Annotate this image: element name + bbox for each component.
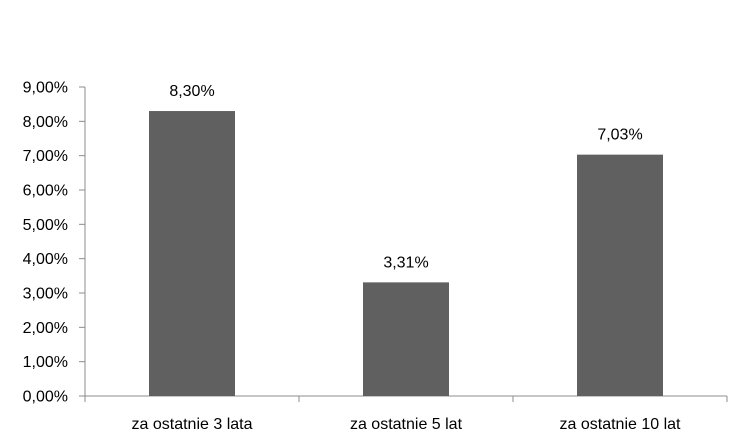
y-tick-label: 3,00%	[23, 286, 68, 303]
y-tick-label: 6,00%	[23, 183, 68, 200]
x-axis: za ostatnie 3 lata za ostatnie 5 lat za os…	[84, 395, 728, 433]
y-tick-label: 0,00%	[23, 389, 68, 406]
y-axis: 0,00% 1,00% 2,00% 3,00% 4,00% 5,00% 6,00% 7,00%…	[23, 80, 86, 406]
bar	[363, 282, 449, 396]
y-tick-label: 7,00%	[23, 148, 68, 165]
x-category-label: za ostatnie 3 lata	[132, 416, 253, 433]
bar	[577, 154, 663, 396]
x-category-label: za ostatnie 10 lat	[560, 416, 682, 433]
data-labels: 8,30% 3,31% 7,03%	[169, 83, 642, 271]
bar	[149, 111, 235, 397]
y-tick-label: 9,00%	[23, 80, 68, 97]
y-tick-label: 4,00%	[23, 251, 68, 268]
bars	[149, 111, 663, 397]
x-category-label: za ostatnie 5 lat	[350, 416, 463, 433]
bar-data-label: 3,31%	[383, 254, 428, 271]
bar-data-label: 7,03%	[597, 127, 642, 144]
y-tick-label: 8,00%	[23, 114, 68, 131]
y-tick-label: 2,00%	[23, 320, 68, 337]
bar-data-label: 8,30%	[169, 83, 214, 100]
y-tick-label: 5,00%	[23, 217, 68, 234]
y-tick-label: 1,00%	[23, 354, 68, 371]
